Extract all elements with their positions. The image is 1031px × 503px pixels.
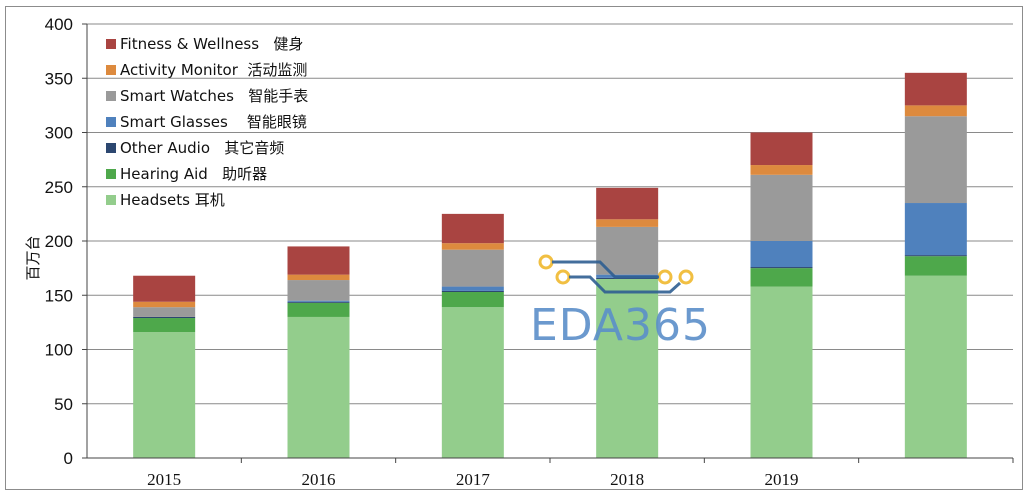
bar-segment xyxy=(596,187,659,220)
bar-segment xyxy=(133,332,196,458)
legend-label: Other Audio 其它音频 xyxy=(120,139,284,157)
bar-segment xyxy=(750,241,813,268)
y-tick-label: 0 xyxy=(64,449,73,468)
watermark-dot xyxy=(555,269,571,285)
bar-segment xyxy=(904,116,967,204)
bar-segment xyxy=(133,316,196,319)
legend-label: Hearing Aid 助听器 xyxy=(120,165,267,183)
legend-swatch xyxy=(106,65,116,75)
bar-segment xyxy=(133,275,196,302)
bar-segment xyxy=(904,275,967,458)
legend: Fitness & Wellness 健身 Activity Monitor 活动… xyxy=(106,35,308,209)
bar-segment xyxy=(904,203,967,256)
watermark-trace xyxy=(552,260,659,279)
bar-segment xyxy=(904,105,967,117)
legend-swatch xyxy=(106,143,116,153)
bar-segment xyxy=(596,219,659,227)
bar-segment xyxy=(441,291,504,308)
y-tick-label: 150 xyxy=(45,286,73,305)
x-tick-label: 2015 xyxy=(147,470,181,489)
y-tick-label: 300 xyxy=(45,124,73,143)
watermark-dot xyxy=(538,254,554,270)
legend-swatch xyxy=(106,91,116,101)
bar-segment xyxy=(750,268,813,287)
x-tick-label: 2019 xyxy=(765,470,799,489)
y-tick-label: 350 xyxy=(45,69,73,88)
bar-segment xyxy=(287,300,350,302)
watermark-trace xyxy=(569,275,682,294)
grid-lines xyxy=(87,23,1013,405)
watermark-dot xyxy=(678,269,694,285)
bar-segment xyxy=(904,72,967,106)
y-tick-label: 100 xyxy=(45,341,73,360)
bar-segment xyxy=(287,280,350,301)
legend-label: Activity Monitor 活动监测 xyxy=(120,61,307,79)
bar-segment xyxy=(287,316,350,458)
x-tick-label: 2018 xyxy=(610,470,644,489)
bar-segment xyxy=(750,286,813,458)
x-tick-label: 2017 xyxy=(456,470,491,489)
bar-segment xyxy=(133,301,196,308)
bar-segment xyxy=(287,274,350,281)
y-tick-label: 200 xyxy=(45,232,73,251)
x-tick-label: 2016 xyxy=(302,470,336,489)
bar-segment xyxy=(133,318,196,333)
bar-segment xyxy=(750,174,813,241)
legend-swatch xyxy=(106,169,116,179)
bar-segment xyxy=(441,213,504,244)
y-tick-label: 50 xyxy=(54,395,73,414)
bar-segment xyxy=(441,290,504,292)
legend-swatch xyxy=(106,117,116,127)
watermark: EDA365 xyxy=(530,254,711,351)
legend-label: Smart Watches 智能手表 xyxy=(120,87,308,105)
bar-segment xyxy=(750,267,813,269)
watermark-text: EDA365 xyxy=(530,300,711,351)
legend-label: Fitness & Wellness 健身 xyxy=(120,35,303,53)
bar-segment xyxy=(904,255,967,257)
bar-segment xyxy=(441,307,504,458)
legend-swatch xyxy=(106,195,116,205)
bar-segment xyxy=(287,302,350,317)
bar-segment xyxy=(287,301,350,303)
bar-segment xyxy=(441,249,504,287)
axes-group: 0 50 100 150 200 250 300 350 400 2015 2016 2017 2018… xyxy=(45,15,1014,489)
bar-segment xyxy=(750,132,813,166)
watermark-dot xyxy=(657,269,673,285)
bar-segment xyxy=(441,286,504,291)
y-axis-label: 百万台 xyxy=(24,235,42,280)
bar-segment xyxy=(133,307,196,317)
bar-segment xyxy=(596,278,659,458)
legend-label: Headsets 耳机 xyxy=(120,191,225,209)
legend-label: Smart Glasses 智能眼镜 xyxy=(120,113,307,131)
bar-segment xyxy=(750,165,813,175)
bar-segment xyxy=(904,256,967,276)
bar-segment xyxy=(287,246,350,275)
y-tick-label: 250 xyxy=(45,178,73,197)
y-tick-label: 400 xyxy=(45,15,73,34)
bars-group xyxy=(133,72,967,458)
bar-segment xyxy=(441,243,504,250)
legend-swatch xyxy=(106,39,116,49)
